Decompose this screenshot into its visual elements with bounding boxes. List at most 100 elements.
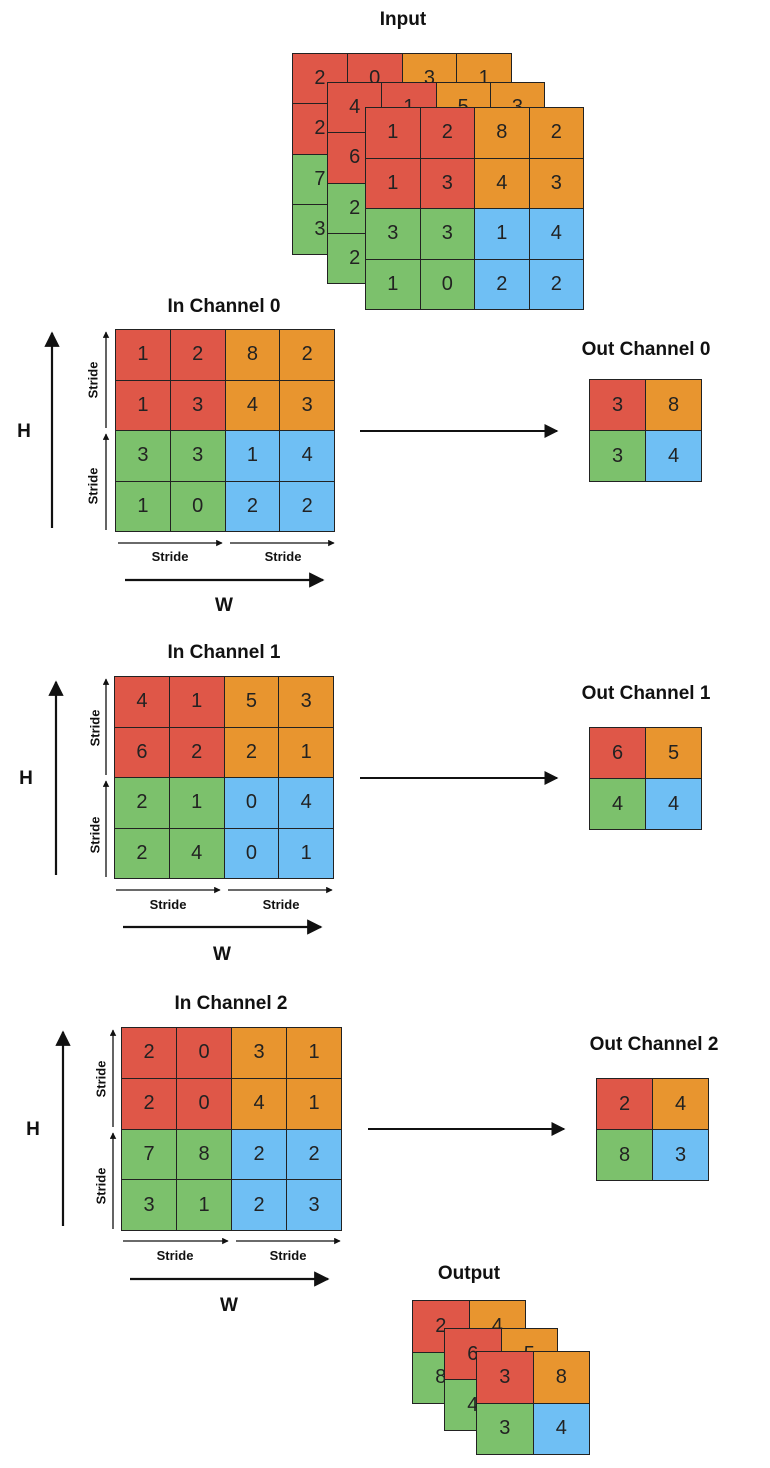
- grid-cell: 4: [590, 779, 646, 830]
- grid-cell: 4: [232, 1078, 287, 1130]
- stride-label: Stride: [85, 361, 101, 399]
- grid-cell: 2: [280, 481, 335, 532]
- grid-cell: 1: [177, 1180, 232, 1231]
- w-axis-label: W: [213, 944, 231, 965]
- grid-cell: 3: [122, 1180, 177, 1231]
- grid-cell: 3: [590, 380, 646, 431]
- grid-cell: 1: [366, 158, 421, 209]
- stride-label: Stride: [93, 1060, 109, 1098]
- grid-cell: 2: [115, 828, 170, 879]
- grid-cell: 2: [287, 1129, 342, 1181]
- grid-cell: 4: [280, 431, 335, 482]
- stride-label: Stride: [85, 467, 101, 505]
- grid-cell: 2: [170, 330, 226, 381]
- grid-cell: 0: [224, 828, 280, 879]
- grid-cell: 8: [533, 1352, 590, 1404]
- stride-label: Stride: [93, 1167, 109, 1205]
- grid-cell: 3: [590, 431, 646, 482]
- h-axis-label: H: [17, 421, 31, 442]
- grid-cell: 3: [477, 1352, 534, 1404]
- stride-label: Stride: [262, 897, 300, 912]
- grid-cell: 6: [590, 728, 646, 779]
- grid-cell: 2: [122, 1028, 177, 1079]
- grid-cell: 2: [597, 1079, 653, 1130]
- grid-cell: 3: [529, 158, 584, 209]
- grid-cell: 8: [225, 330, 281, 381]
- grid-cell: 5: [646, 728, 702, 779]
- w-axis-label: W: [220, 1295, 238, 1316]
- grid-cell: 2: [122, 1078, 177, 1130]
- grid-cell: 1: [475, 209, 530, 260]
- grid-cell: 3: [287, 1180, 342, 1231]
- in-channel-0-title: In Channel 0: [167, 296, 281, 317]
- grid-cell: 3: [420, 209, 475, 260]
- grid-cell: 3: [653, 1130, 709, 1181]
- grid-cell: 1: [279, 828, 334, 879]
- grid-cell: 0: [224, 778, 280, 829]
- grid-cell: 4: [646, 779, 702, 830]
- grid-cell: 0: [170, 481, 226, 532]
- grid-cell: 8: [475, 108, 530, 159]
- grid-cell: 3: [366, 209, 421, 260]
- w-axis-label: W: [215, 595, 233, 616]
- grid-cell: 2: [225, 481, 281, 532]
- grid-cell: 2: [420, 108, 475, 159]
- stride-label: Stride: [264, 549, 302, 564]
- stride-label: Stride: [149, 897, 187, 912]
- grid-cell: 4: [279, 778, 334, 829]
- grid-cell: 4: [646, 431, 702, 482]
- grid-cell: 3: [232, 1028, 287, 1079]
- grid-cell: 3: [170, 380, 226, 431]
- grid-cell: 2: [280, 330, 335, 381]
- stride-label: Stride: [156, 1248, 194, 1263]
- output-title: Output: [437, 1263, 501, 1284]
- grid-cell: 7: [122, 1129, 177, 1181]
- grid-cell: 8: [177, 1129, 232, 1181]
- grid-cell: 2: [115, 778, 170, 829]
- grid-cell: 4: [529, 209, 584, 260]
- out-channel-2-title: Out Channel 2: [589, 1034, 719, 1055]
- grid-cell: 0: [420, 259, 475, 310]
- h-axis-label: H: [26, 1119, 40, 1140]
- grid-cell: 4: [115, 677, 170, 728]
- grid-cell: 2: [529, 108, 584, 159]
- grid-cell: 1: [169, 778, 225, 829]
- grid-cell: 0: [177, 1028, 232, 1079]
- grid-cell: 2: [169, 727, 225, 778]
- grid-cell: 1: [279, 727, 334, 778]
- stride-label: Stride: [151, 549, 189, 564]
- grid-cell: 4: [475, 158, 530, 209]
- grid-cell: 1: [116, 330, 171, 381]
- grid-cell: 3: [279, 677, 334, 728]
- grid-cell: 3: [116, 431, 171, 482]
- grid-cell: 3: [420, 158, 475, 209]
- grid-cell: 1: [287, 1078, 342, 1130]
- grid-cell: 2: [232, 1180, 287, 1231]
- grid-cell: 4: [225, 380, 281, 431]
- grid-cell: 3: [280, 380, 335, 431]
- grid-cell: 1: [225, 431, 281, 482]
- in-channel-2-title: In Channel 2: [174, 993, 288, 1014]
- grid-cell: 8: [646, 380, 702, 431]
- grid-cell: 1: [366, 259, 421, 310]
- stride-label: Stride: [87, 709, 103, 747]
- in-channel-1-title: In Channel 1: [167, 642, 281, 663]
- grid-cell: 4: [169, 828, 225, 879]
- grid-cell: 2: [224, 727, 280, 778]
- grid-cell: 8: [597, 1130, 653, 1181]
- grid-cell: 2: [529, 259, 584, 310]
- grid-cell: 3: [477, 1403, 534, 1455]
- grid-cell: 4: [533, 1403, 590, 1455]
- stride-label: Stride: [87, 816, 103, 854]
- grid-cell: 0: [177, 1078, 232, 1130]
- out-channel-1-title: Out Channel 1: [581, 683, 711, 704]
- h-axis-label: H: [19, 768, 33, 789]
- grid-cell: 1: [169, 677, 225, 728]
- stride-label: Stride: [269, 1248, 307, 1263]
